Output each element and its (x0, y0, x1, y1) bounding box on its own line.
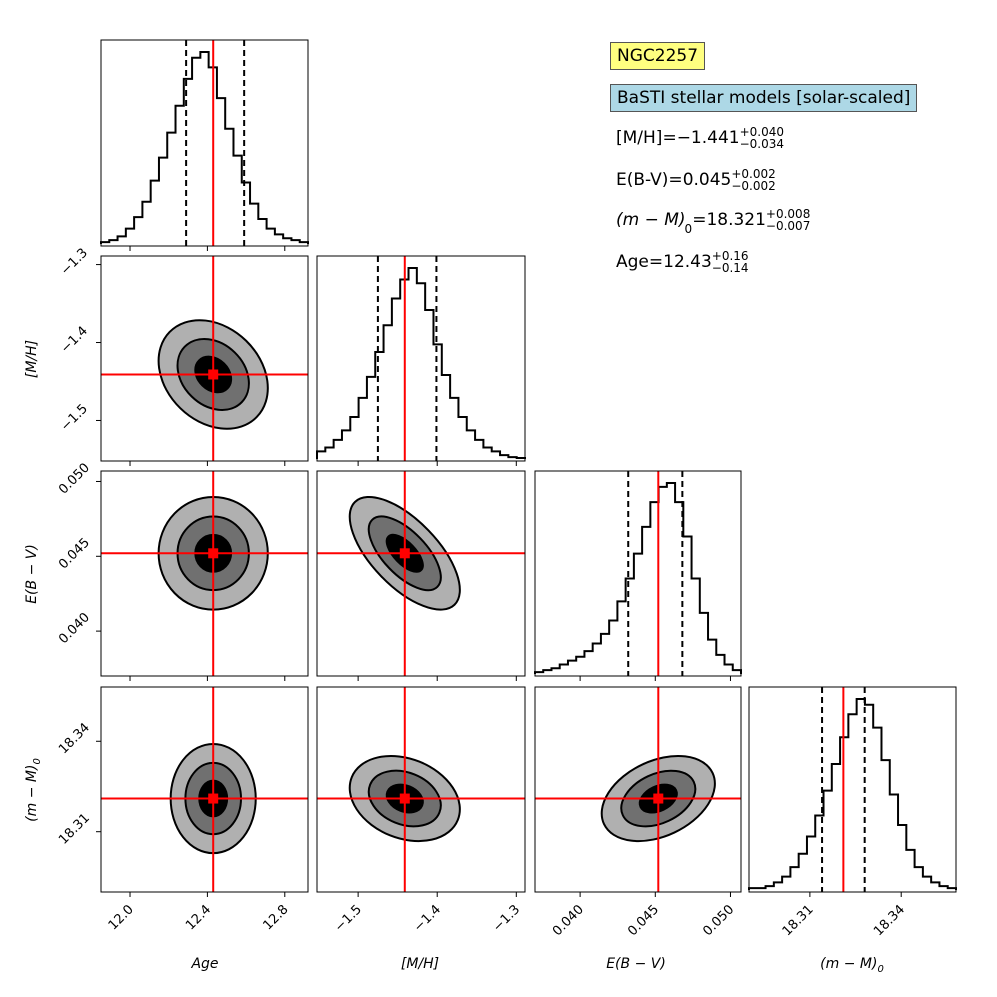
yaxis-label-DM: (m − M)0 (24, 758, 43, 822)
xtick-label-MH-1: −1.4 (411, 902, 444, 935)
histogram-Age (100, 51, 309, 244)
stat-reddening: E(B-V)=0.045 +0.002 −0.002 (616, 168, 776, 192)
stat-reddening-minus: −0.002 (731, 179, 776, 193)
panel-frame-MH-EBV (316, 470, 526, 677)
xtick-label-MH-2: −1.3 (490, 902, 523, 935)
yaxis-label-EBV: E(B − V) (24, 544, 40, 604)
truth-marker-Age-MH (208, 369, 219, 380)
histogram-MH (316, 267, 526, 460)
stat-distance-modulus-label: (m − M) (616, 210, 686, 230)
ytick-label-EBV-1: 0.045 (56, 535, 93, 572)
panel-frame-Age-DM (100, 686, 309, 893)
xtick-label-MH-0: −1.5 (332, 902, 365, 935)
stat-reddening-plus: +0.002 (731, 167, 776, 181)
stat-age: Age=12.43 +0.16 −0.14 (616, 250, 749, 274)
panel-frame-MH-DM (316, 686, 526, 893)
truth-marker-Age-DM (208, 793, 219, 804)
panel-frame-EBV-DM (534, 686, 742, 893)
ytick-label-DM-1: 18.34 (56, 720, 93, 757)
stat-reddening-value: 0.045 (682, 170, 732, 190)
stat-distance-modulus-sub: 0 (684, 222, 693, 236)
panel-frame-MH-MH (316, 255, 526, 462)
stat-distance-modulus-eq: = (692, 210, 707, 230)
xaxis-label-Age: Age (190, 956, 218, 972)
truth-marker-MH-EBV (399, 548, 410, 559)
ytick-label-EBV-0: 0.040 (56, 610, 93, 647)
xtick-label-EBV-1: 0.045 (625, 902, 662, 939)
model-name-badge: BaSTI stellar models [solar-scaled] (610, 84, 918, 112)
xtick-label-DM-0: 18.31 (780, 902, 817, 939)
stat-age-plus: +0.16 (711, 249, 749, 263)
xaxis-label-MH: [M/H] (401, 956, 439, 972)
ytick-label-EBV-2: 0.050 (56, 461, 93, 498)
xaxis-label-sub-DM: 0 (877, 964, 883, 975)
xtick-label-Age-1: 12.4 (183, 902, 214, 933)
stat-metallicity: [M/H]=−1.441 +0.040 −0.034 (616, 126, 784, 150)
stat-distance-modulus-plus: +0.008 (765, 207, 811, 221)
stat-metallicity-minus: −0.034 (739, 137, 785, 151)
stat-distance-modulus: (m − M)0=18.321 +0.008 −0.007 (616, 207, 811, 236)
stat-age-value: 12.43 (663, 252, 712, 272)
yaxis-label-MH: [M/H] (24, 340, 40, 378)
panel-frame-Age-EBV (100, 470, 309, 677)
stat-metallicity-label: [M/H]= (616, 128, 677, 148)
panel-frame-Age-Age (100, 39, 309, 247)
cluster-name-badge: NGC2257 (610, 42, 706, 70)
stat-age-label: Age= (616, 252, 664, 272)
stat-metallicity-plus: +0.040 (739, 125, 785, 139)
stat-age-minus: −0.14 (711, 261, 749, 275)
truth-marker-EBV-DM (653, 793, 664, 804)
yaxis-label-sub-DM: 0 (32, 758, 43, 764)
xtick-label-DM-1: 18.34 (871, 902, 908, 939)
stat-reddening-label: E(B-V)= (616, 170, 683, 190)
xtick-label-Age-2: 12.8 (261, 902, 292, 933)
xtick-label-EBV-0: 0.040 (550, 902, 587, 939)
truth-marker-MH-DM (399, 793, 410, 804)
ytick-label-MH-1: −1.4 (58, 324, 91, 357)
histogram-EBV (534, 482, 742, 674)
panel-frame-EBV-EBV (534, 470, 742, 677)
panel-frame-DM-DM (748, 686, 957, 893)
stat-distance-modulus-value: 18.321 (706, 210, 766, 230)
stat-distance-modulus-minus: −0.007 (765, 219, 811, 233)
xtick-label-Age-0: 12.0 (106, 902, 137, 933)
xaxis-label-EBV: E(B − V) (606, 956, 666, 972)
ytick-label-MH-0: −1.5 (58, 402, 91, 435)
xtick-label-EBV-2: 0.050 (700, 902, 737, 939)
truth-marker-Age-EBV (208, 548, 219, 559)
stat-metallicity-value: −1.441 (676, 128, 740, 148)
xaxis-label-DM: (m − M)0 (820, 956, 884, 975)
ytick-label-MH-2: −1.3 (58, 246, 91, 279)
ytick-label-DM-0: 18.31 (56, 811, 93, 848)
histogram-DM (748, 698, 957, 890)
panel-frame-Age-MH (100, 255, 309, 462)
